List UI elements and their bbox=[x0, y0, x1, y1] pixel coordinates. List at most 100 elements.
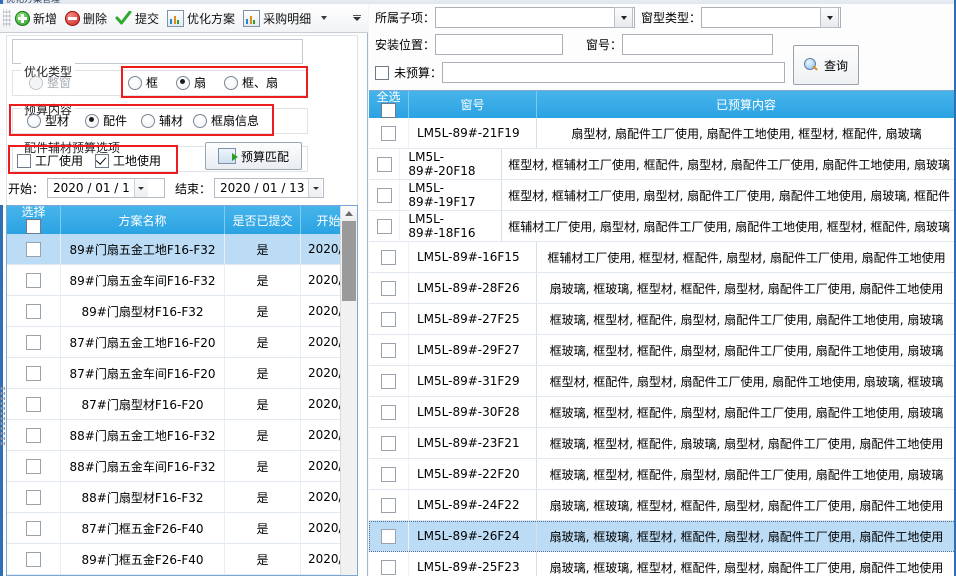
unbudgeted-input[interactable] bbox=[442, 62, 786, 83]
checkbox-icon[interactable] bbox=[26, 365, 41, 381]
checkbox-icon[interactable] bbox=[381, 528, 396, 544]
table-row[interactable]: LM5L-89#-31F29 框型材, 框配件, 扇型材, 扇配件工厂使用, 扇配… bbox=[369, 366, 956, 397]
table-row[interactable]: LM5L-89#-20F18 框型材, 框辅材工厂使用, 框配件, 扇型材, 扇配… bbox=[369, 149, 956, 180]
table-row[interactable]: LM5L-89#-25F23 扇玻璃, 框玻璃, 框型材, 框配件, 扇型材, 扇… bbox=[369, 552, 956, 576]
table-row[interactable]: 87#门扇五金工地F16-F20 是 2020/0 bbox=[7, 327, 357, 358]
radio-auxiliary[interactable]: 辅材 bbox=[141, 112, 183, 129]
install-position-input[interactable] bbox=[435, 34, 564, 55]
table-row[interactable]: 89#门扇五金工地F16-F32 是 2020/0 bbox=[7, 234, 357, 265]
table-row[interactable]: LM5L-89#-27F25 框玻璃, 框型材, 框配件, 扇型材, 扇配件工厂使… bbox=[369, 304, 956, 335]
row-select-cell[interactable] bbox=[369, 366, 409, 396]
radio-whole-window[interactable]: 整窗 bbox=[29, 74, 71, 91]
subitem-dropdown-button[interactable] bbox=[614, 7, 634, 28]
row-select-cell[interactable] bbox=[369, 459, 409, 489]
checkbox-icon[interactable] bbox=[26, 396, 41, 412]
checkbox-icon[interactable] bbox=[376, 156, 392, 172]
row-select-cell[interactable] bbox=[369, 273, 409, 303]
checkbox-icon[interactable] bbox=[381, 435, 396, 451]
radio-frame-sash-info[interactable]: 框扇信息 bbox=[193, 112, 259, 129]
select-all-checkbox-icon[interactable] bbox=[381, 103, 396, 118]
table-row[interactable]: 87#门扇五金车间F16-F20 是 2020/0 bbox=[7, 358, 357, 389]
toolbar-button-submit[interactable]: 提交 bbox=[111, 6, 163, 30]
table-row[interactable]: LM5L-89#-24F22 扇玻璃, 框玻璃, 框型材, 框配件, 扇型材, 扇… bbox=[369, 490, 956, 521]
table-row[interactable]: 87#门扇型材F16-F20 是 2020/0 bbox=[7, 389, 357, 420]
table-row[interactable]: 89#门扇五金车间F16-F32 是 2020/0 bbox=[7, 265, 357, 296]
checkbox-icon[interactable] bbox=[381, 497, 396, 513]
checkbox-icon[interactable] bbox=[26, 334, 41, 350]
checkbox-site-use[interactable]: 工地使用 bbox=[95, 152, 161, 169]
row-select-cell[interactable] bbox=[369, 490, 409, 520]
plan-table-header-submitted[interactable]: 是否已提交 bbox=[225, 206, 301, 234]
toolbar-button-optimization-plan[interactable]: 优化方案 bbox=[163, 6, 239, 30]
window-no-input[interactable] bbox=[622, 34, 774, 55]
row-select-cell[interactable] bbox=[7, 544, 61, 574]
table-row[interactable]: LM5L-89#-29F27 框玻璃, 框型材, 框配件, 扇型材, 扇配件工厂使… bbox=[369, 335, 956, 366]
plan-table-header-select[interactable]: 选择 bbox=[7, 206, 61, 234]
table-row[interactable]: LM5L-89#-23F21 框玻璃, 框型材, 框配件, 扇玻璃, 扇型材, 扇… bbox=[369, 428, 956, 459]
radio-accessory[interactable]: 配件 bbox=[85, 112, 127, 129]
table-row[interactable]: 87#门框五金F26-F40 是 2020/0 bbox=[7, 513, 357, 544]
checkbox-icon[interactable] bbox=[381, 342, 396, 358]
checkbox-icon[interactable] bbox=[381, 373, 396, 389]
select-all-checkbox-icon[interactable] bbox=[26, 219, 41, 234]
pane-splitter-handle[interactable] bbox=[0, 386, 5, 446]
plan-search-input[interactable] bbox=[12, 39, 303, 64]
checkbox-icon[interactable] bbox=[376, 187, 392, 203]
start-date-field[interactable]: 2020 / 01 / 1 bbox=[47, 178, 166, 198]
toolbar-button-add[interactable]: 新增 bbox=[11, 6, 61, 30]
checkbox-icon[interactable] bbox=[381, 125, 396, 141]
row-select-cell[interactable] bbox=[7, 451, 61, 481]
checkbox-icon[interactable] bbox=[381, 249, 396, 265]
end-date-field[interactable]: 2020 / 01 / 13 bbox=[214, 178, 325, 198]
table-row[interactable]: LM5L-89#-19F17 框型材, 框辅材工厂使用, 扇型材, 扇配件工厂使用… bbox=[369, 180, 956, 211]
row-select-cell[interactable] bbox=[369, 180, 401, 210]
row-select-cell[interactable] bbox=[7, 358, 61, 388]
table-row[interactable]: LM5L-89#-22F20 框玻璃, 框型材, 框配件, 扇型材, 扇配件工厂使… bbox=[369, 459, 956, 490]
radio-profile[interactable]: 型材 bbox=[27, 112, 69, 129]
table-row[interactable]: LM5L-89#-30F28 框玻璃, 框型材, 框配件, 扇型材, 扇配件工厂使… bbox=[369, 397, 956, 428]
checkbox-icon[interactable] bbox=[381, 466, 396, 482]
checkbox-icon[interactable] bbox=[26, 272, 41, 288]
toolbar-button-delete[interactable]: 删除 bbox=[61, 6, 111, 30]
checkbox-icon[interactable] bbox=[26, 520, 41, 536]
budget-match-button[interactable]: 预算匹配 bbox=[205, 142, 302, 170]
window-table-header-select-all[interactable]: 全选 bbox=[369, 91, 409, 118]
row-select-cell[interactable] bbox=[369, 335, 409, 365]
toolbar-overflow-button[interactable] bbox=[350, 7, 364, 29]
plan-table-scrollbar[interactable] bbox=[340, 206, 357, 575]
start-date-dropdown-button[interactable] bbox=[133, 179, 148, 197]
row-select-cell[interactable] bbox=[369, 428, 409, 458]
row-select-cell[interactable] bbox=[7, 482, 61, 512]
radio-sash[interactable]: 扇 bbox=[176, 74, 206, 91]
row-select-cell[interactable] bbox=[369, 242, 409, 272]
checkbox-icon[interactable] bbox=[381, 559, 396, 575]
table-row[interactable]: LM5L-89#-16F15 框辅材工厂使用, 框型材, 框配件, 扇型材, 扇配… bbox=[369, 242, 956, 273]
row-select-cell[interactable] bbox=[7, 296, 61, 326]
table-row[interactable]: LM5L-89#-28F26 扇玻璃, 框玻璃, 框型材, 框配件, 扇型材, 扇… bbox=[369, 273, 956, 304]
table-row[interactable]: 88#门扇型材F16-F32 是 2020/0 bbox=[7, 482, 357, 513]
unbudgeted-checkbox-icon[interactable] bbox=[375, 65, 389, 80]
row-select-cell[interactable] bbox=[369, 521, 409, 551]
checkbox-icon[interactable] bbox=[26, 489, 41, 505]
checkbox-icon[interactable] bbox=[26, 551, 41, 567]
row-select-cell[interactable] bbox=[369, 118, 409, 148]
checkbox-icon[interactable] bbox=[381, 311, 396, 327]
checkbox-icon[interactable] bbox=[381, 280, 396, 296]
row-select-cell[interactable] bbox=[369, 397, 409, 427]
row-select-cell[interactable] bbox=[7, 265, 61, 295]
scroll-up-button[interactable] bbox=[341, 206, 357, 221]
row-select-cell[interactable] bbox=[7, 389, 61, 419]
checkbox-icon[interactable] bbox=[26, 303, 41, 319]
plan-table-header-name[interactable]: 方案名称 bbox=[61, 206, 225, 234]
checkbox-factory-use[interactable]: 工厂使用 bbox=[17, 152, 83, 169]
row-select-cell[interactable] bbox=[7, 513, 61, 543]
checkbox-icon[interactable] bbox=[376, 218, 392, 234]
checkbox-icon[interactable] bbox=[26, 427, 41, 443]
row-select-cell[interactable] bbox=[369, 149, 401, 179]
radio-frame[interactable]: 框 bbox=[128, 74, 158, 91]
row-select-cell[interactable] bbox=[369, 304, 409, 334]
toolbar-grip[interactable] bbox=[3, 9, 11, 27]
table-row[interactable]: 89#门扇型材F16-F32 是 2020/0 bbox=[7, 296, 357, 327]
query-button[interactable]: 查询 bbox=[793, 45, 859, 85]
row-select-cell[interactable] bbox=[369, 211, 401, 241]
